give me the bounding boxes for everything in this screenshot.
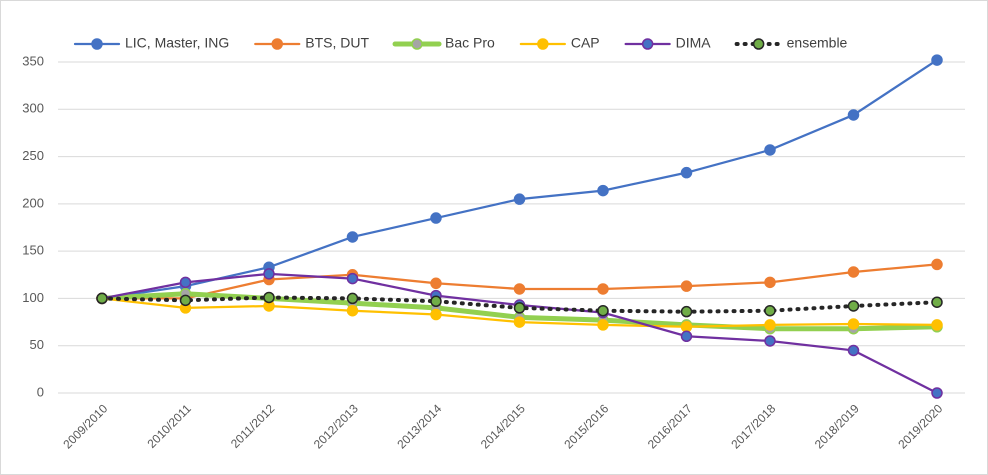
legend-marker <box>271 38 283 50</box>
legend-label: LIC, Master, ING <box>125 35 229 51</box>
data-point <box>597 319 609 331</box>
data-point <box>764 335 776 347</box>
y-tick-label: 0 <box>37 384 44 399</box>
data-point <box>430 212 442 224</box>
data-point <box>597 304 609 317</box>
data-point <box>931 387 943 399</box>
legend-marker <box>752 38 765 50</box>
data-point <box>764 276 776 289</box>
data-point <box>680 330 693 343</box>
legend-marker <box>641 38 654 50</box>
data-point <box>847 318 860 330</box>
legend-label: ensemble <box>787 35 848 51</box>
legend: LIC, Master, ING BTS, DUT Bac Pro CAP DIMA en… <box>73 35 848 51</box>
legend-label: BTS, DUT <box>305 35 369 51</box>
data-point <box>179 294 192 307</box>
y-tick-label: 200 <box>22 195 44 210</box>
data-point <box>513 302 526 314</box>
data-point <box>513 283 526 295</box>
data-point <box>680 321 693 333</box>
data-point <box>346 231 359 243</box>
y-tick-label: 250 <box>22 148 44 163</box>
y-tick-label: 150 <box>22 243 44 258</box>
data-point <box>764 319 776 331</box>
data-point <box>680 305 693 318</box>
data-point <box>430 295 442 308</box>
data-point <box>847 300 860 312</box>
data-point <box>263 268 275 280</box>
data-point <box>847 266 860 278</box>
data-point <box>764 144 776 156</box>
data-point <box>346 292 359 305</box>
legend-label: CAP <box>571 35 600 51</box>
data-point <box>597 184 609 197</box>
data-point <box>513 316 526 328</box>
data-point <box>847 109 860 121</box>
data-point <box>597 283 609 295</box>
legend-marker <box>411 38 423 50</box>
data-point <box>346 304 359 317</box>
data-point <box>931 54 943 66</box>
legend-marker <box>91 38 103 50</box>
data-point <box>430 308 442 321</box>
data-point <box>346 272 359 285</box>
legend-marker <box>537 38 549 50</box>
legend-label: DIMA <box>676 35 712 51</box>
data-point <box>931 319 943 331</box>
data-point <box>513 193 526 205</box>
data-point <box>764 304 776 317</box>
data-point <box>931 296 943 308</box>
data-point <box>847 344 860 357</box>
data-point <box>430 277 442 290</box>
y-tick-label: 100 <box>22 290 44 305</box>
data-point <box>931 258 943 271</box>
y-tick-label: 50 <box>30 337 44 352</box>
data-point <box>680 280 693 292</box>
legend-label: Bac Pro <box>445 35 495 51</box>
y-tick-label: 300 <box>22 101 44 116</box>
data-point <box>179 276 192 289</box>
y-tick-label: 350 <box>22 53 44 68</box>
data-point <box>96 292 108 305</box>
data-point <box>680 166 693 179</box>
data-point <box>263 291 275 304</box>
